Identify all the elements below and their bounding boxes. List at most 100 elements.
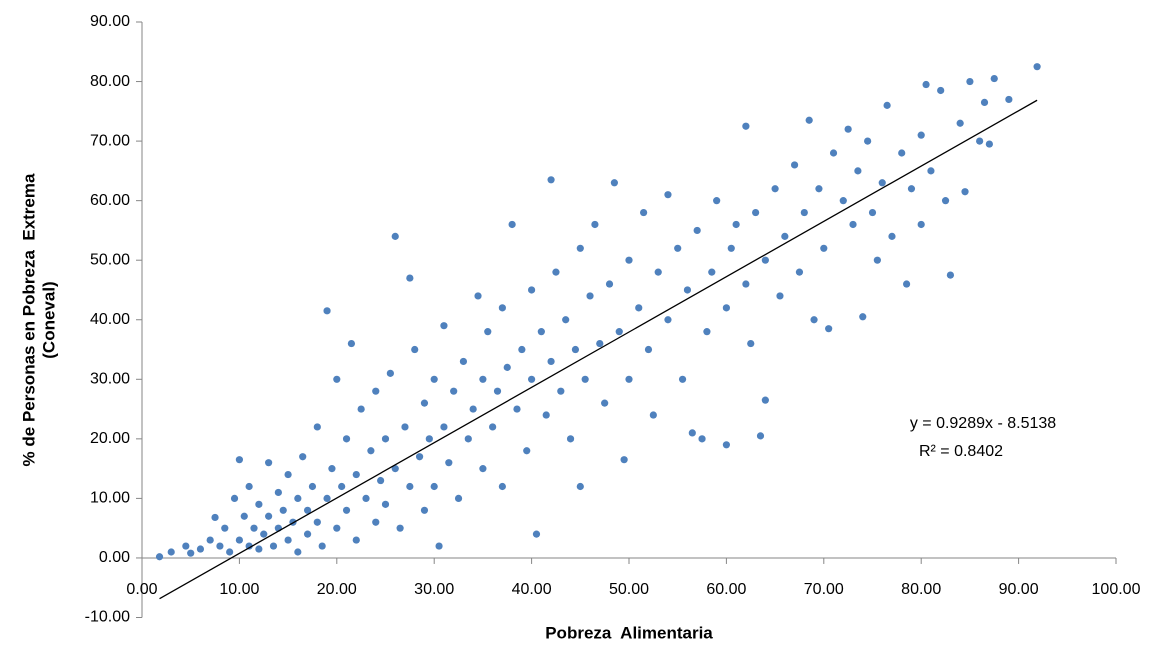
x-tick-label: 90.00 bbox=[999, 581, 1039, 598]
point bbox=[688, 429, 696, 437]
trendline bbox=[159, 99, 1038, 600]
point bbox=[742, 280, 750, 288]
point bbox=[328, 465, 336, 473]
point bbox=[985, 140, 993, 148]
point bbox=[927, 167, 935, 175]
y-tick-label: 60.00 bbox=[90, 192, 130, 209]
point bbox=[805, 116, 813, 124]
point bbox=[825, 325, 833, 333]
point bbox=[557, 387, 565, 395]
y-tick-label: 90.00 bbox=[90, 13, 130, 30]
point bbox=[196, 545, 205, 553]
y-tick-label: 10.00 bbox=[90, 490, 130, 507]
point bbox=[274, 488, 282, 497]
point bbox=[386, 369, 394, 377]
point bbox=[537, 328, 545, 336]
point bbox=[377, 476, 385, 485]
point bbox=[445, 459, 453, 467]
x-tick-label: 60.00 bbox=[706, 581, 746, 598]
point bbox=[303, 506, 312, 514]
point bbox=[216, 542, 224, 550]
point bbox=[323, 307, 331, 315]
point bbox=[849, 220, 857, 229]
y-axis-title-line: % de Personas en Pobreza Extrema bbox=[19, 173, 38, 466]
point bbox=[459, 357, 468, 366]
point bbox=[323, 494, 331, 502]
point bbox=[440, 423, 448, 431]
point bbox=[601, 399, 609, 407]
point bbox=[586, 292, 594, 300]
point bbox=[708, 268, 716, 276]
y-tick-label: 20.00 bbox=[90, 430, 130, 447]
point bbox=[318, 542, 326, 550]
point bbox=[211, 513, 219, 522]
x-tick-label: 10.00 bbox=[219, 581, 259, 598]
point bbox=[571, 345, 580, 354]
point bbox=[415, 453, 424, 461]
point bbox=[761, 256, 769, 264]
point bbox=[430, 482, 438, 491]
point bbox=[155, 553, 164, 561]
point bbox=[474, 292, 482, 300]
point bbox=[518, 345, 526, 354]
point bbox=[820, 244, 828, 252]
point bbox=[230, 494, 239, 502]
point bbox=[635, 304, 643, 312]
point bbox=[727, 244, 735, 252]
point bbox=[776, 292, 784, 300]
point bbox=[411, 345, 419, 354]
point bbox=[683, 286, 692, 294]
point bbox=[479, 375, 487, 383]
y-tick-label: 40.00 bbox=[90, 311, 130, 328]
point bbox=[347, 339, 356, 348]
point bbox=[260, 530, 268, 538]
y-axis-title: % de Personas en Pobreza Extrema (Coneva… bbox=[19, 173, 58, 466]
point bbox=[532, 530, 541, 538]
point bbox=[810, 316, 818, 324]
x-axis-title: Pobreza Alimentaria bbox=[545, 623, 713, 642]
point bbox=[265, 459, 273, 467]
point bbox=[367, 447, 375, 455]
point bbox=[732, 220, 740, 229]
point bbox=[396, 524, 404, 532]
point bbox=[693, 226, 701, 235]
y-axis-title-line: (Coneval) bbox=[39, 281, 58, 358]
point bbox=[430, 375, 438, 383]
x-tick-label: 70.00 bbox=[804, 581, 844, 598]
point bbox=[1005, 95, 1013, 104]
point bbox=[420, 506, 429, 514]
y-tick-label: 50.00 bbox=[90, 251, 130, 268]
point bbox=[902, 280, 911, 288]
r-squared: R² = 0.8402 bbox=[919, 443, 1003, 460]
point bbox=[576, 482, 584, 491]
point bbox=[235, 456, 243, 464]
point bbox=[976, 137, 984, 145]
point bbox=[644, 345, 653, 354]
point bbox=[294, 494, 302, 502]
point bbox=[722, 441, 731, 449]
point bbox=[625, 375, 633, 383]
point bbox=[284, 536, 292, 544]
x-tick-label: 30.00 bbox=[414, 581, 454, 598]
point bbox=[406, 274, 414, 282]
point bbox=[357, 405, 365, 413]
point bbox=[372, 387, 380, 395]
point bbox=[854, 167, 862, 175]
point bbox=[333, 524, 341, 532]
point bbox=[761, 396, 769, 404]
point bbox=[493, 387, 502, 395]
point bbox=[752, 208, 760, 217]
point bbox=[620, 456, 628, 464]
point bbox=[235, 536, 243, 544]
point bbox=[742, 122, 750, 130]
point bbox=[815, 185, 823, 193]
point bbox=[878, 179, 886, 187]
point bbox=[240, 512, 248, 520]
point bbox=[649, 411, 657, 419]
point bbox=[941, 197, 950, 205]
point bbox=[698, 435, 706, 443]
point bbox=[255, 545, 263, 553]
point bbox=[308, 482, 317, 491]
point bbox=[342, 506, 351, 514]
